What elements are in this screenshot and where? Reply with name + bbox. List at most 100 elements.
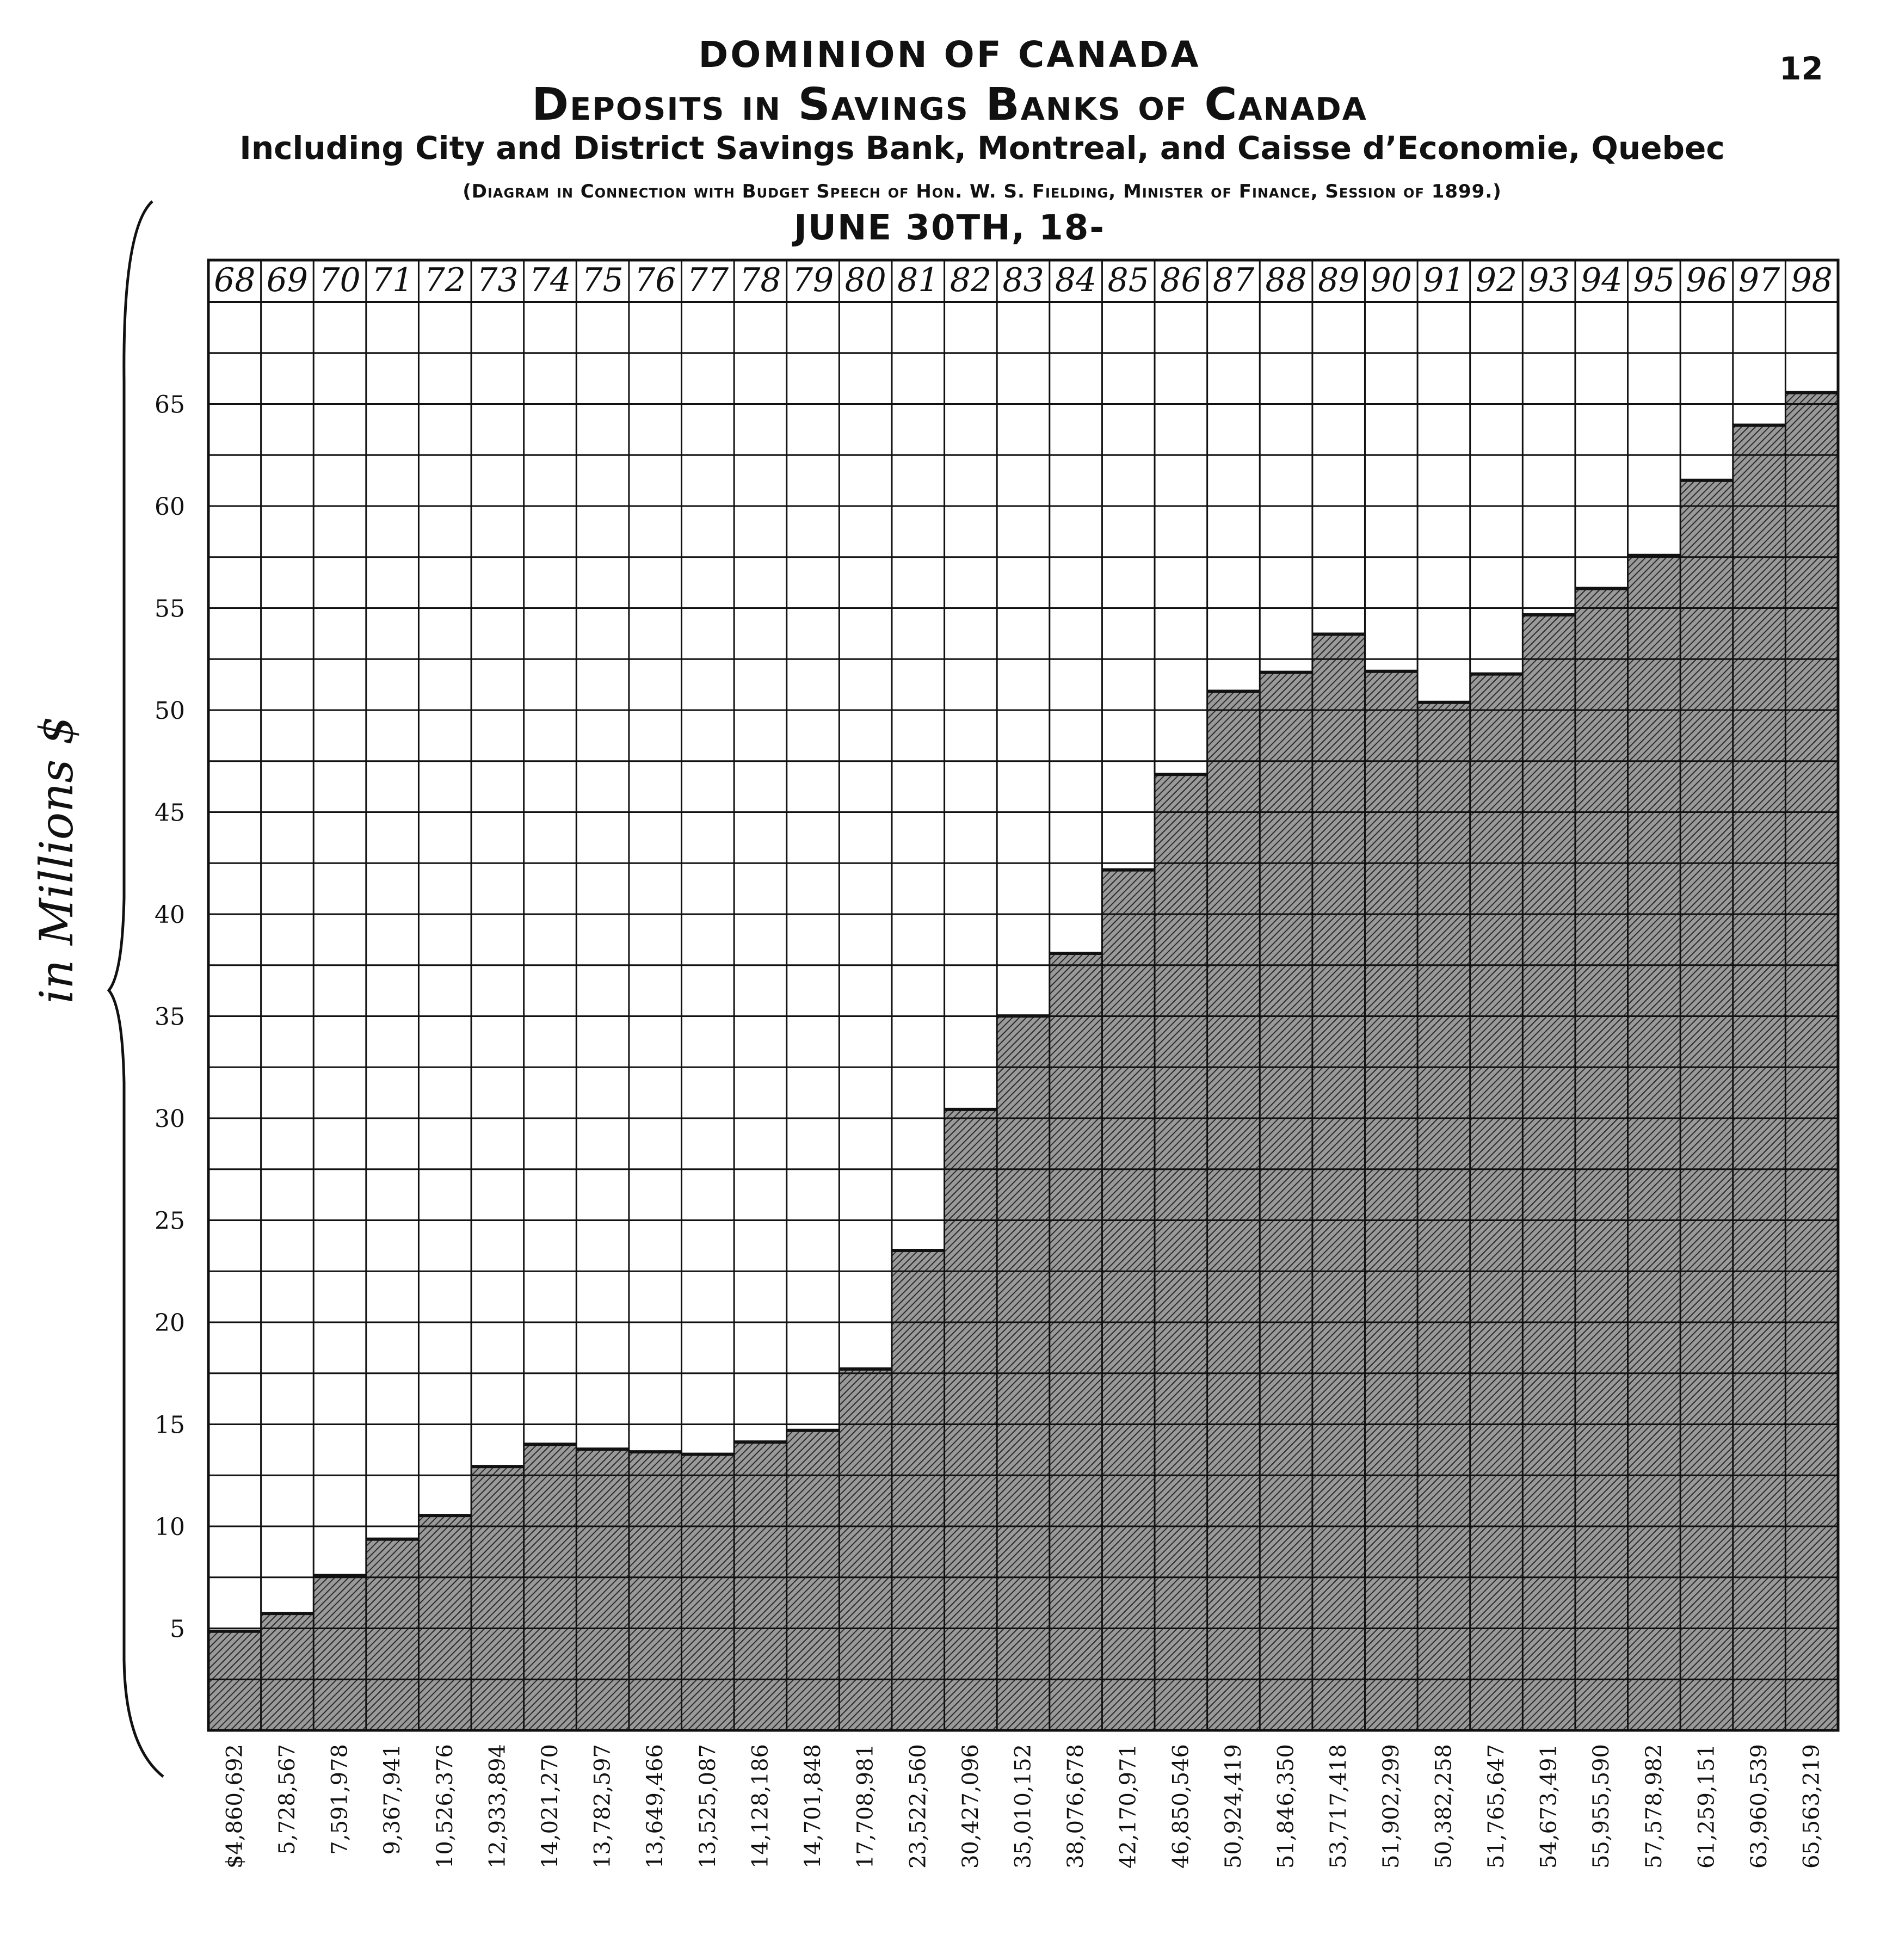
y-tick-label: 60 [155, 493, 185, 521]
year-label: 83 [1002, 261, 1044, 299]
year-label: 79 [792, 261, 834, 299]
year-label: 85 [1108, 261, 1149, 299]
value-label: 46,850,546 [1168, 1744, 1193, 1869]
bar-94 [1575, 588, 1628, 1730]
year-label: 87 [1213, 261, 1255, 299]
year-label: 80 [844, 261, 886, 299]
value-label: 9,367,941 [380, 1744, 405, 1855]
bar-72 [418, 1515, 472, 1730]
year-label: 73 [477, 261, 518, 299]
chart-title: DOMINION OF CANADA [698, 34, 1201, 76]
year-label: 98 [1791, 261, 1833, 299]
bar-82 [944, 1109, 997, 1730]
value-label: 63,960,539 [1747, 1744, 1772, 1869]
bar-73 [471, 1466, 524, 1730]
bar-85 [1102, 870, 1155, 1730]
plot-frame [207, 258, 1840, 1732]
year-label: 74 [529, 261, 571, 299]
value-label: 51,846,350 [1274, 1744, 1299, 1869]
year-label: 89 [1318, 261, 1359, 299]
value-label: 61,259,151 [1694, 1744, 1719, 1869]
year-label: 72 [424, 261, 466, 299]
year-label: 96 [1686, 261, 1727, 299]
bar-88 [1260, 672, 1312, 1730]
value-label: 42,170,971 [1116, 1744, 1141, 1869]
year-label: 77 [687, 261, 729, 299]
year-label: 97 [1738, 261, 1780, 299]
bar-96 [1680, 480, 1733, 1730]
bar-90 [1365, 671, 1418, 1730]
bar-79 [786, 1430, 840, 1730]
value-label: 50,924,419 [1221, 1744, 1246, 1869]
value-label: 14,701,848 [800, 1744, 825, 1869]
y-axis-label: in Millions $ [30, 716, 83, 1004]
year-label: 71 [372, 261, 413, 299]
y-tick-label: 55 [155, 595, 185, 623]
y-tick-label: 25 [155, 1207, 185, 1235]
left-brace [107, 200, 164, 1778]
value-label: 14,128,186 [748, 1744, 773, 1869]
value-label: 54,673,491 [1537, 1744, 1562, 1869]
bar-86 [1155, 774, 1207, 1730]
year-label: 88 [1265, 261, 1306, 299]
y-tick-label: 65 [155, 391, 185, 419]
bar-91 [1417, 702, 1470, 1730]
year-label: 68 [214, 261, 255, 299]
year-label: 93 [1528, 261, 1569, 299]
y-tick-label: 35 [155, 1003, 185, 1031]
bar-95 [1627, 555, 1681, 1730]
y-tick-label: 50 [155, 697, 185, 725]
bar-97 [1732, 425, 1786, 1730]
chart-note: (Diagram in Connection with Budget Speec… [463, 181, 1502, 202]
value-label: 38,076,678 [1063, 1744, 1088, 1869]
bar-89 [1312, 634, 1365, 1730]
y-tick-label: 5 [170, 1616, 185, 1643]
bar-92 [1470, 674, 1523, 1730]
bar-74 [523, 1444, 577, 1730]
value-label: 13,649,466 [643, 1744, 668, 1869]
y-tick-label: 40 [155, 901, 185, 929]
y-tick-label: 30 [155, 1105, 185, 1133]
y-tick-label: 15 [155, 1412, 185, 1439]
bar-93 [1522, 614, 1575, 1730]
y-tick-label: 20 [155, 1309, 185, 1337]
value-label: 50,382,258 [1431, 1744, 1456, 1869]
value-label: 10,526,376 [433, 1744, 458, 1869]
year-label: 70 [319, 261, 360, 299]
year-label: 76 [634, 261, 676, 299]
value-label: 7,591,978 [328, 1744, 353, 1855]
value-label: 30,427,096 [958, 1744, 983, 1869]
value-label: 14,021,270 [538, 1744, 563, 1869]
bar-70 [313, 1575, 366, 1730]
value-label: 55,955,590 [1589, 1744, 1614, 1869]
bar-76 [628, 1452, 682, 1730]
year-label: 81 [897, 261, 939, 299]
bar-78 [734, 1442, 787, 1730]
bar-87 [1207, 691, 1260, 1730]
year-label: 84 [1055, 261, 1096, 299]
chart-subtitle-2: Including City and District Savings Bank… [239, 130, 1725, 167]
bar-80 [839, 1369, 892, 1730]
value-label: 23,522,560 [905, 1744, 930, 1869]
bar-68 [208, 1631, 261, 1730]
value-label: 65,563,219 [1799, 1744, 1824, 1869]
value-label: 5,728,567 [275, 1744, 300, 1855]
bar-81 [891, 1250, 945, 1730]
bar-98 [1785, 392, 1838, 1730]
bar-69 [261, 1613, 314, 1730]
value-label: 51,902,299 [1379, 1744, 1404, 1869]
value-label: 57,578,982 [1642, 1744, 1667, 1869]
page-number: 12 [1779, 50, 1823, 87]
year-label: 86 [1160, 261, 1201, 299]
bar-77 [681, 1454, 735, 1730]
year-label: 91 [1423, 261, 1464, 299]
value-label: $4,860,692 [222, 1744, 247, 1869]
year-label: 78 [739, 261, 781, 299]
year-label: 94 [1581, 261, 1622, 299]
year-label: 92 [1476, 261, 1517, 299]
bar-84 [1049, 953, 1102, 1730]
y-tick-label: 10 [155, 1513, 185, 1541]
value-label: 35,010,152 [1011, 1744, 1036, 1869]
bar-71 [366, 1539, 419, 1730]
